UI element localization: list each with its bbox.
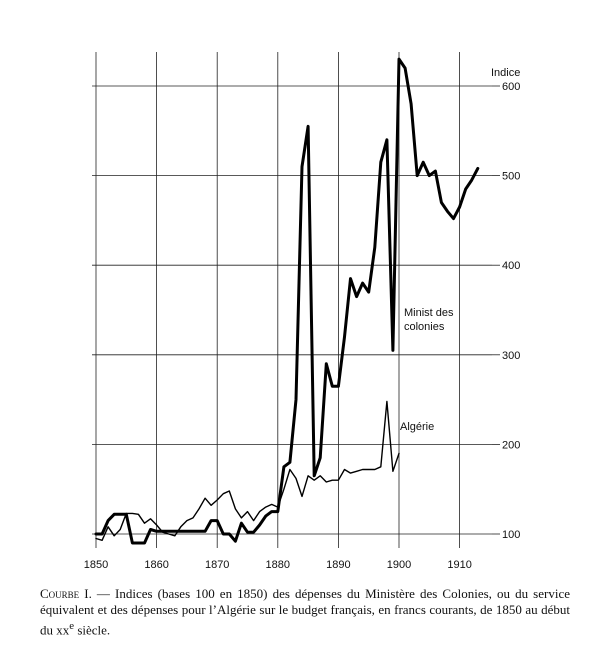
y-tick-label-100: 100 <box>502 529 520 541</box>
series-lines <box>94 57 480 545</box>
caption-suffix: siècle. <box>74 622 111 638</box>
figure-caption: Courbe I. — Indices (bases 100 en 1850) … <box>40 586 570 638</box>
series-label-ministere: Minist des colonies <box>404 307 457 333</box>
chart-area: 1850 1860 1870 1880 1890 1900 1910 100 200 300 400… <box>84 52 521 571</box>
caption-prefix: Courbe I. <box>40 586 92 601</box>
x-tick-label-1910: 1910 <box>447 559 471 571</box>
series-line-0 <box>94 57 480 545</box>
series-line-1 <box>95 400 400 541</box>
x-tick-label-1900: 1900 <box>387 559 411 571</box>
caption-text: — Indices (bases 100 en 1850) des dépens… <box>40 586 570 638</box>
series-label-ministere-line-1: Minist des <box>404 307 454 319</box>
chart-labels: Indice Minist des colonies Algérie <box>400 67 520 433</box>
y-axis-unit-label: Indice <box>491 67 520 79</box>
caption-superscript: e <box>69 620 75 632</box>
x-tick-label-1880: 1880 <box>266 559 290 571</box>
y-tick-label-300: 300 <box>502 350 520 362</box>
y-tick-label-500: 500 <box>502 171 520 183</box>
series-label-algerie: Algérie <box>400 421 434 433</box>
x-tick-label-1870: 1870 <box>205 559 229 571</box>
y-tick-label-400: 400 <box>502 260 520 272</box>
grid <box>92 52 492 548</box>
x-tick-label-1850: 1850 <box>84 559 108 571</box>
y-tick-label-600: 600 <box>502 81 520 93</box>
x-tick-label-1890: 1890 <box>326 559 350 571</box>
axes: 1850 1860 1870 1880 1890 1900 1910 100 200 300 400… <box>84 81 521 571</box>
y-tick-label-200: 200 <box>502 439 520 451</box>
series-label-ministere-line-2: colonies <box>404 321 445 333</box>
x-tick-label-1860: 1860 <box>144 559 168 571</box>
